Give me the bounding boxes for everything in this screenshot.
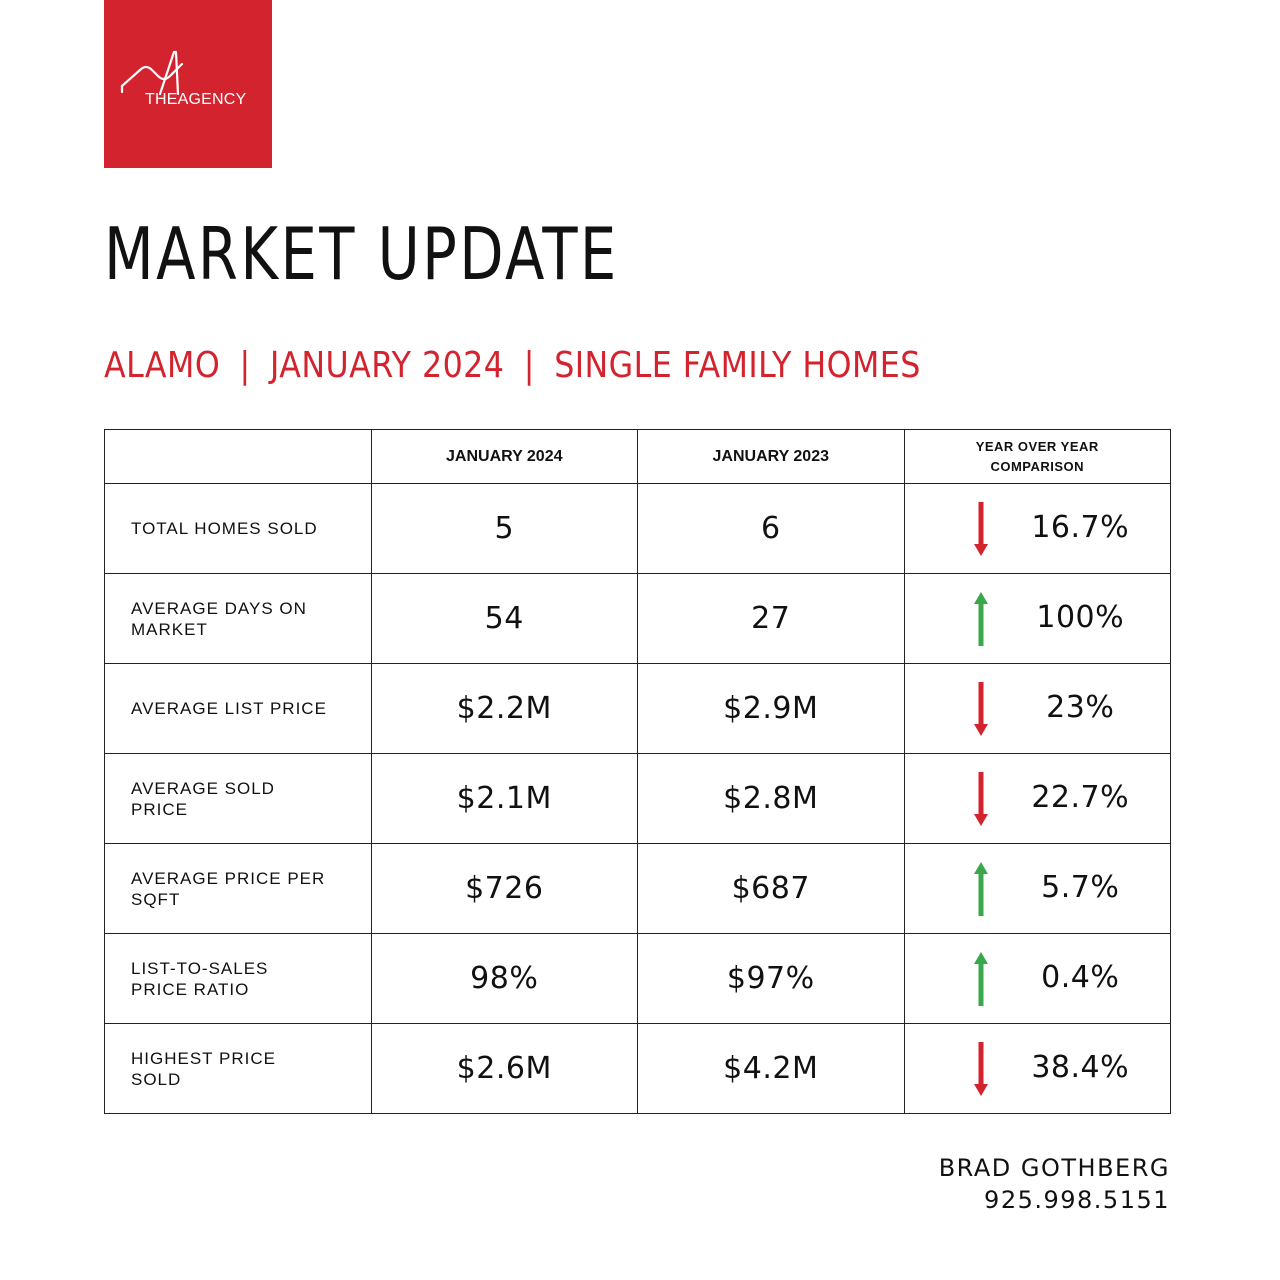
subtitle-location: ALAMO	[104, 345, 221, 386]
subtitle-period: JANUARY 2024	[270, 345, 505, 386]
arrow-up-icon	[973, 952, 988, 1006]
header-metric	[104, 429, 372, 484]
current-value: 5	[370, 483, 638, 574]
arrow-down-icon	[973, 502, 988, 556]
metric-label: AVERAGE DAYS ON MARKET	[131, 598, 307, 639]
previous-value: 6	[637, 483, 905, 574]
previous-value: $687	[637, 843, 905, 934]
yoy-cell: 16.7%	[903, 483, 1171, 574]
metric-label: AVERAGE LIST PRICE	[131, 699, 327, 718]
metric-cell: AVERAGE PRICE PER SQFT	[104, 843, 372, 934]
yoy-change-value: 16.7%	[1031, 510, 1130, 545]
page-title: MARKET UPDATE	[104, 212, 619, 296]
current-value: $726	[370, 843, 638, 934]
subtitle-segment: SINGLE FAMILY HOMES	[554, 345, 921, 386]
yoy-change-value: 23%	[1046, 690, 1115, 725]
metric-label: LIST-TO-SALES PRICE RATIO	[131, 958, 269, 999]
brand-logo: THEAGENCY	[104, 0, 272, 168]
arrow-up-icon	[973, 592, 988, 646]
yoy-cell: 0.4%	[903, 933, 1171, 1024]
table-header-row: JANUARY 2024 JANUARY 2023 YEAR OVER YEAR…	[104, 429, 1171, 484]
header-yoy-label: YEAR OVER YEAR COMPARISON	[975, 438, 1099, 474]
current-value: $2.1M	[370, 753, 638, 844]
current-value: 54	[370, 573, 638, 664]
metric-cell: AVERAGE LIST PRICE	[104, 663, 372, 754]
previous-value: $97%	[637, 933, 905, 1024]
yoy-change-value: 22.7%	[1031, 780, 1130, 815]
header-yoy-comparison: YEAR OVER YEAR COMPARISON	[903, 429, 1171, 484]
agent-contact: BRAD GOTHBERG 925.998.5151	[939, 1152, 1170, 1216]
table-row: AVERAGE SOLD PRICE $2.1M $2.8M 22.7%	[104, 753, 1171, 844]
subtitle-separator: |	[239, 345, 251, 386]
yoy-cell: 100%	[903, 573, 1171, 664]
metric-label: HIGHEST PRICE SOLD	[131, 1048, 276, 1089]
yoy-change-value: 100%	[1036, 600, 1125, 635]
header-current-period: JANUARY 2024	[370, 429, 638, 484]
metric-cell: HIGHEST PRICE SOLD	[104, 1023, 372, 1114]
yoy-change-value: 38.4%	[1031, 1050, 1130, 1085]
table-body: TOTAL HOMES SOLD 5 6 16.7% AVERAGE DAYS ON M…	[104, 483, 1171, 1114]
yoy-change-value: 5.7%	[1041, 870, 1120, 905]
previous-value: 27	[637, 573, 905, 664]
agent-name: BRAD GOTHBERG	[938, 1154, 1170, 1182]
header-previous-period: JANUARY 2023	[637, 429, 905, 484]
report-subtitle: ALAMO | JANUARY 2024 | SINGLE FAMILY HOMES	[104, 348, 921, 384]
metric-cell: AVERAGE DAYS ON MARKET	[104, 573, 372, 664]
previous-value: $4.2M	[637, 1023, 905, 1114]
table-row: AVERAGE PRICE PER SQFT $726 $687 5.7%	[104, 843, 1171, 934]
arrow-down-icon	[973, 772, 988, 826]
table-row: LIST-TO-SALES PRICE RATIO 98% $97% 0.4%	[104, 933, 1171, 1024]
arrow-down-icon	[973, 1042, 988, 1096]
previous-value: $2.9M	[637, 663, 905, 754]
metric-label: TOTAL HOMES SOLD	[131, 519, 318, 538]
agent-phone: 925.998.5151	[984, 1186, 1170, 1214]
previous-value: $2.8M	[637, 753, 905, 844]
yoy-cell: 38.4%	[903, 1023, 1171, 1114]
metric-cell: LIST-TO-SALES PRICE RATIO	[104, 933, 372, 1024]
current-value: 98%	[370, 933, 638, 1024]
agency-a-mark-icon	[120, 50, 184, 96]
subtitle-separator: |	[523, 345, 535, 386]
metric-cell: AVERAGE SOLD PRICE	[104, 753, 372, 844]
arrow-up-icon	[973, 862, 988, 916]
yoy-cell: 23%	[903, 663, 1171, 754]
table-row: AVERAGE DAYS ON MARKET 54 27 100%	[104, 573, 1171, 664]
metric-label: AVERAGE SOLD PRICE	[131, 778, 275, 819]
yoy-cell: 5.7%	[903, 843, 1171, 934]
current-value: $2.6M	[370, 1023, 638, 1114]
arrow-down-icon	[973, 682, 988, 736]
table-row: AVERAGE LIST PRICE $2.2M $2.9M 23%	[104, 663, 1171, 754]
brand-name: THEAGENCY	[145, 91, 247, 108]
market-stats-table: JANUARY 2024 JANUARY 2023 YEAR OVER YEAR…	[104, 429, 1171, 1114]
current-value: $2.2M	[370, 663, 638, 754]
table-row: HIGHEST PRICE SOLD $2.6M $4.2M 38.4%	[104, 1023, 1171, 1114]
table-row: TOTAL HOMES SOLD 5 6 16.7%	[104, 483, 1171, 574]
metric-label: AVERAGE PRICE PER SQFT	[131, 868, 326, 909]
yoy-cell: 22.7%	[903, 753, 1171, 844]
metric-cell: TOTAL HOMES SOLD	[104, 483, 372, 574]
yoy-change-value: 0.4%	[1041, 960, 1120, 995]
